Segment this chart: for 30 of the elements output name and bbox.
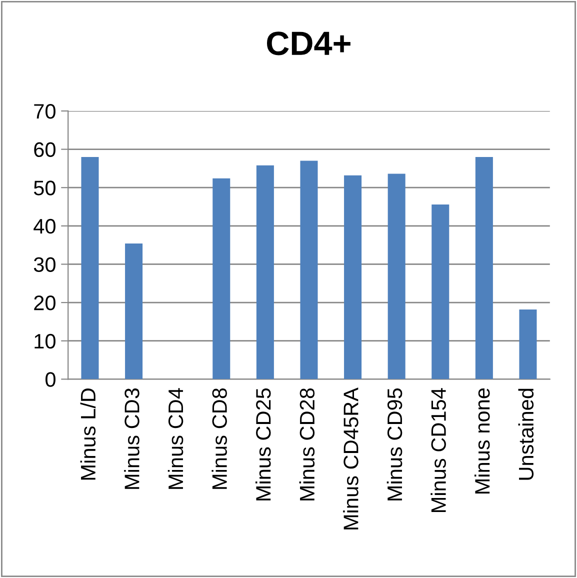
bar xyxy=(475,156,493,380)
y-tick-label: 50 xyxy=(34,180,56,196)
bar xyxy=(256,165,274,380)
bar xyxy=(519,309,537,380)
bar xyxy=(212,178,230,380)
y-tick-label: 20 xyxy=(34,296,56,310)
x-tick-label: Minus L/D xyxy=(80,388,96,480)
y-tick-label: 70 xyxy=(34,104,56,119)
x-tick-label: Minus CD154 xyxy=(430,388,446,512)
bar xyxy=(432,204,450,380)
y-tick-label: 60 xyxy=(34,142,56,158)
bar xyxy=(125,244,143,380)
chart-title: CD4+ xyxy=(266,32,350,56)
x-tick-label: Minus none xyxy=(474,388,490,494)
x-tick-label: Minus CD28 xyxy=(299,388,315,500)
bar xyxy=(81,156,99,380)
bar xyxy=(300,160,318,380)
x-tick-label: Minus CD25 xyxy=(255,388,271,500)
y-tick-label: 40 xyxy=(34,218,56,234)
y-tick-label: 10 xyxy=(34,334,56,349)
x-tick-label: Unstained xyxy=(518,388,534,480)
bar xyxy=(344,175,362,380)
bar xyxy=(388,174,406,380)
x-tick-label: Minus CD95 xyxy=(386,388,402,500)
x-tick-label: Minus CD45RA xyxy=(343,388,358,530)
x-tick-label: Minus CD4 xyxy=(168,388,184,489)
y-tick-label: 30 xyxy=(34,257,56,272)
x-tick-label: Minus CD8 xyxy=(212,388,227,489)
x-tick-label: Minus CD3 xyxy=(124,388,140,489)
y-tick-label: 0 xyxy=(46,372,56,387)
